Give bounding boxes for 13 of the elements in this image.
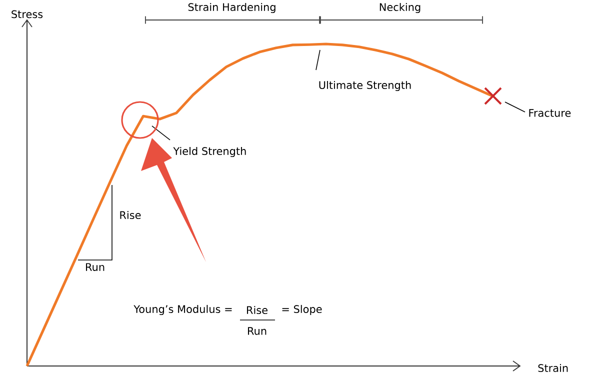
annotation: Ultimate Strength <box>319 80 411 92</box>
text: Necking <box>380 2 420 14</box>
text: Strain Hardening <box>188 2 276 14</box>
annotation: = Slope <box>282 304 322 316</box>
annotation: Young’s Modulus = <box>134 304 232 316</box>
annotation: Yield Strength <box>173 146 246 158</box>
annotation: Rise <box>247 306 268 314</box>
x-axis-title: Strain <box>538 364 568 372</box>
text: Fracture <box>529 109 571 117</box>
annotation: Run <box>248 327 266 335</box>
annotation: Run <box>86 263 104 271</box>
annotation: Rise <box>120 210 141 220</box>
y-axis-title: Stress <box>12 10 43 18</box>
